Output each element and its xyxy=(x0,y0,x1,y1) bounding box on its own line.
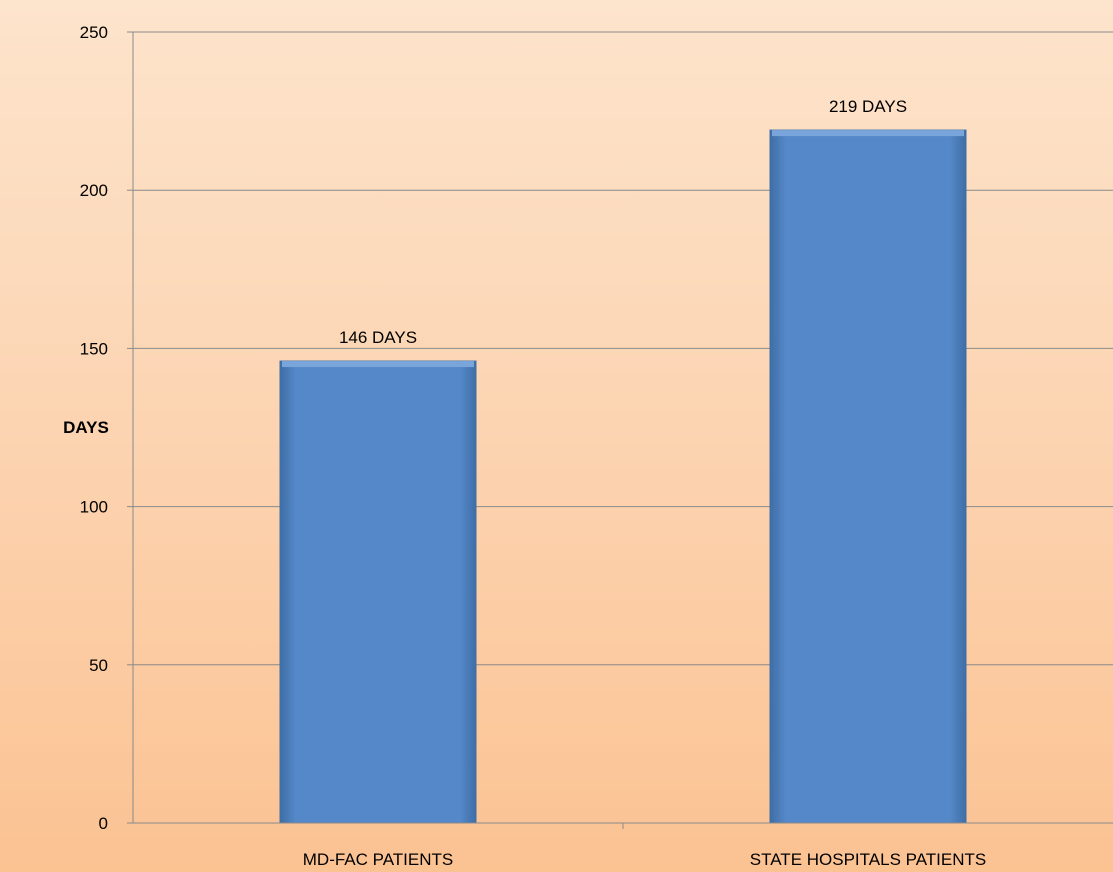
y-tick-label: 50 xyxy=(89,656,108,675)
bar-top-bevel xyxy=(772,130,964,137)
bar-top-bevel xyxy=(282,361,474,368)
bar-2 xyxy=(769,129,967,824)
x-category-label: STATE HOSPITALS PATIENTS xyxy=(750,850,986,869)
y-tick-label: 200 xyxy=(80,181,108,200)
y-axis-title: DAYS xyxy=(63,418,109,437)
data-label: 219 DAYS xyxy=(829,97,907,116)
y-tick-label: 150 xyxy=(80,339,108,358)
bar-1 xyxy=(279,360,477,824)
y-axis-ticks: 0 50 100 150 200 250 xyxy=(80,23,133,833)
data-label: 146 DAYS xyxy=(339,328,417,347)
y-tick-label: 250 xyxy=(80,23,108,42)
y-tick-label: 100 xyxy=(80,498,108,517)
y-tick-label: 0 xyxy=(99,814,108,833)
bars: 146 DAYS MD-FAC PATIENTS 219 DAYS STATE HOS… xyxy=(279,97,986,869)
axes xyxy=(132,32,1113,829)
x-category-label: MD-FAC PATIENTS xyxy=(303,850,454,869)
